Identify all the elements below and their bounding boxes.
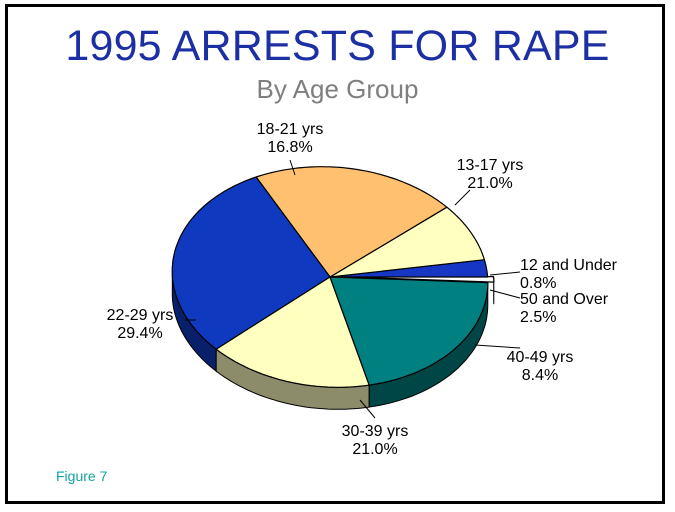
slice-name: 30-39 yrs [342, 423, 409, 440]
pie-leaders [185, 159, 521, 419]
figure-label: Figure 7 [56, 468, 108, 484]
slice-name: 40-49 yrs [507, 349, 574, 366]
slice-percent: 21.0% [352, 441, 397, 458]
slice-label: 13-17 yrs 21.0% [457, 157, 524, 192]
slice-percent: 16.8% [267, 139, 312, 156]
slice-name: 18-21 yrs [257, 121, 324, 138]
slice-percent: 21.0% [467, 175, 512, 192]
slice-label: 12 and Under 0.8% [520, 257, 618, 292]
leader-line [474, 344, 521, 349]
chart-subtitle: By Age Group [256, 74, 419, 104]
pie-tops [171, 166, 495, 388]
slice-label: 22-29 yrs 29.4% [107, 307, 174, 342]
slice-label: 18-21 yrs 16.8% [257, 121, 324, 156]
slice-name: 50 and Over [520, 291, 609, 308]
slice-name: 13-17 yrs [457, 157, 524, 174]
slice-name: 12 and Under [520, 257, 618, 274]
pie-slice-22-29-yrs [171, 176, 331, 350]
pie-labels: 12 and Under 0.8%50 and Over 2.5% 40-49 yrs… [107, 121, 618, 458]
leader-line [289, 159, 296, 176]
pie-slice-40-49-yrs [329, 206, 485, 278]
pie-slice-13-17-yrs [329, 276, 489, 386]
slice-percent: 29.4% [117, 325, 162, 342]
leader-line [454, 189, 471, 206]
slice-percent: 8.4% [522, 367, 558, 384]
slice-label: 30-39 yrs 21.0% [342, 423, 409, 458]
slice-label: 40-49 yrs 8.4% [507, 349, 574, 384]
slice-name: 22-29 yrs [107, 307, 174, 324]
leader-line [489, 289, 521, 299]
pie-slice-30-39-yrs [255, 166, 448, 278]
chart-title: 1995 ARRESTS FOR RAPE [65, 22, 610, 70]
slice-percent: 0.8% [520, 275, 556, 292]
slice-percent: 2.5% [520, 309, 556, 326]
leader-line [359, 399, 376, 419]
pie-slice-12-and-under [335, 275, 495, 283]
pie-slice-18-21-yrs [215, 276, 370, 388]
leader-line [489, 271, 521, 276]
slice-label: 50 and Over 2.5% [520, 291, 609, 326]
